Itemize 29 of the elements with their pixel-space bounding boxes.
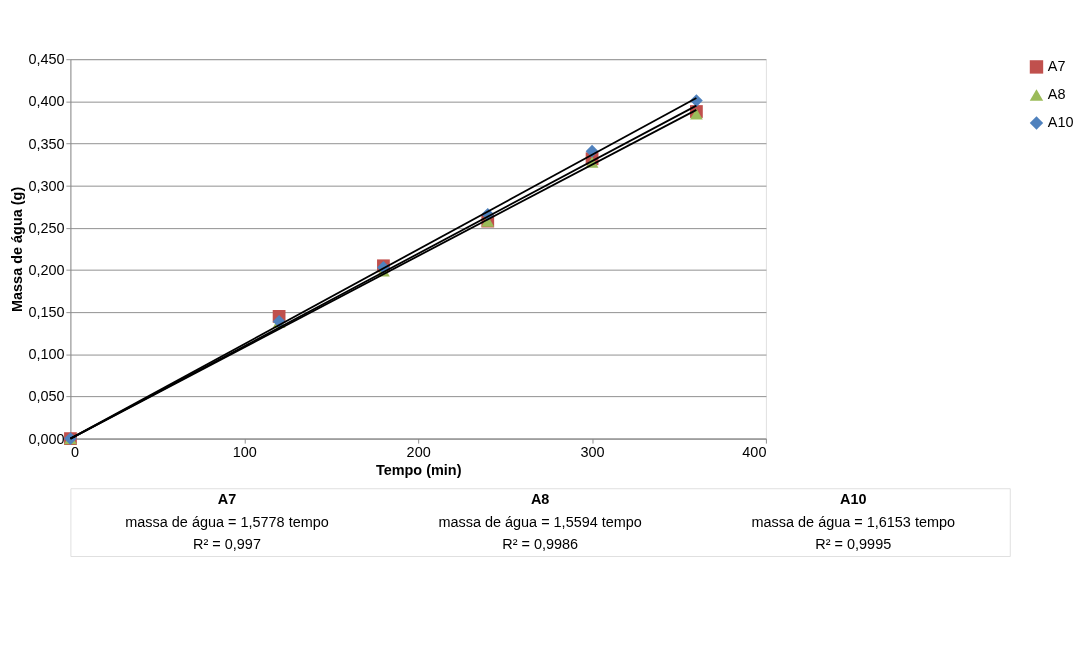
y-tick-label: 0,150	[28, 304, 65, 321]
y-tick-label: 0,300	[28, 177, 65, 194]
x-axis-title: Tempo (min)	[375, 462, 462, 479]
x-tick-label: 0	[70, 444, 79, 461]
text: R² = 0,997	[193, 536, 261, 553]
text: A8	[530, 491, 550, 508]
y-tick-label: 0,450	[28, 51, 65, 68]
x-tick-label: 100	[232, 444, 257, 461]
y-tick-label: 0,050	[28, 388, 65, 405]
y-tick-label: 0,200	[28, 261, 65, 278]
y-tick-label: 0,000	[28, 430, 65, 447]
y-tick-label: 0,350	[28, 135, 65, 152]
text: A7	[217, 491, 237, 508]
legend-label: A8	[1047, 86, 1066, 103]
legend-label: A10	[1047, 114, 1074, 131]
text: R² = 0,9986	[502, 536, 579, 553]
y-tick-label: 0,250	[28, 219, 65, 236]
x-tick-label: 400	[742, 444, 767, 461]
y-tick-label: 0,400	[28, 93, 65, 110]
text: massa de água = 1,6153 tempo	[751, 513, 956, 530]
text: massa de água = 1,5778 tempo	[125, 513, 329, 530]
text: A10	[840, 491, 867, 508]
y-axis-title: Massa de água (g)	[9, 186, 26, 312]
text: massa de água = 1,5594 tempo	[438, 513, 642, 530]
y-tick-label: 0,100	[28, 346, 65, 363]
x-tick-label: 300	[580, 444, 605, 461]
x-tick-label: 200	[406, 444, 431, 461]
legend-label: A7	[1047, 58, 1066, 75]
text: R² = 0,9995	[815, 536, 892, 553]
